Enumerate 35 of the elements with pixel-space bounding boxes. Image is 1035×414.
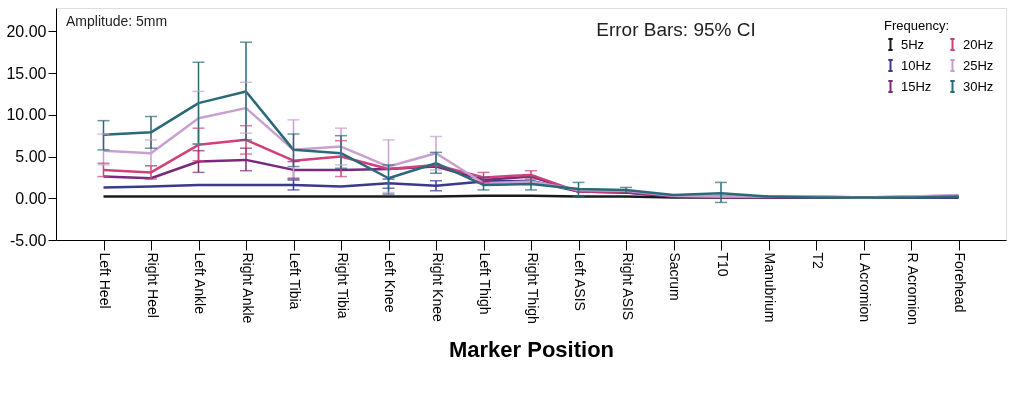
legend-label: 5Hz — [901, 36, 925, 52]
x-tick-label: Forehead — [952, 252, 968, 313]
annotation: Amplitude: 5mm — [66, 13, 168, 29]
x-axis-title: Marker Position — [448, 336, 615, 362]
x-tick-label: Left Ankle — [192, 252, 208, 315]
annotation: Error Bars: 95% CI — [596, 19, 756, 40]
legend-label: 25Hz — [963, 57, 994, 73]
x-tick-label: Right Ankle — [239, 252, 256, 324]
x-tick-label: T10 — [714, 252, 731, 277]
x-tick-label: Left Heel — [97, 252, 113, 309]
x-tick-label: Left Thigh — [477, 252, 493, 315]
x-tick-label: L Acromion — [857, 252, 873, 323]
x-tick-label: Right Knee — [429, 252, 446, 322]
y-tick-label: 10.00 — [6, 106, 47, 124]
x-tick-label: Left ASIS — [572, 252, 588, 311]
legend-label: 20Hz — [963, 36, 994, 52]
x-tick-label: Right Thigh — [524, 252, 541, 324]
legend-label: 30Hz — [963, 78, 994, 94]
y-tick-label: 0.00 — [15, 189, 47, 207]
legend-label: 10Hz — [901, 57, 932, 73]
y-tick-label: 20.00 — [6, 22, 47, 40]
x-tick-label: Left Knee — [382, 252, 398, 313]
x-tick-label: Manubrium — [762, 252, 778, 323]
x-tick-label: Right Heel — [144, 252, 161, 318]
y-tick-label: -5.00 — [10, 231, 47, 249]
x-tick-label: Right ASIS — [619, 252, 636, 321]
x-tick-label: T2 — [809, 252, 826, 270]
x-tick-label: Sacrum — [667, 252, 683, 301]
x-tick-label: Right Tibia — [334, 252, 351, 319]
legend-label: 15Hz — [901, 78, 932, 94]
y-tick-label: 5.00 — [15, 148, 47, 166]
y-tick-label: 15.00 — [6, 64, 47, 82]
legend-title: Frequency: — [884, 18, 950, 33]
x-tick-label: R Acromion — [904, 252, 921, 325]
x-tick-label: Left Tibia — [287, 252, 303, 310]
